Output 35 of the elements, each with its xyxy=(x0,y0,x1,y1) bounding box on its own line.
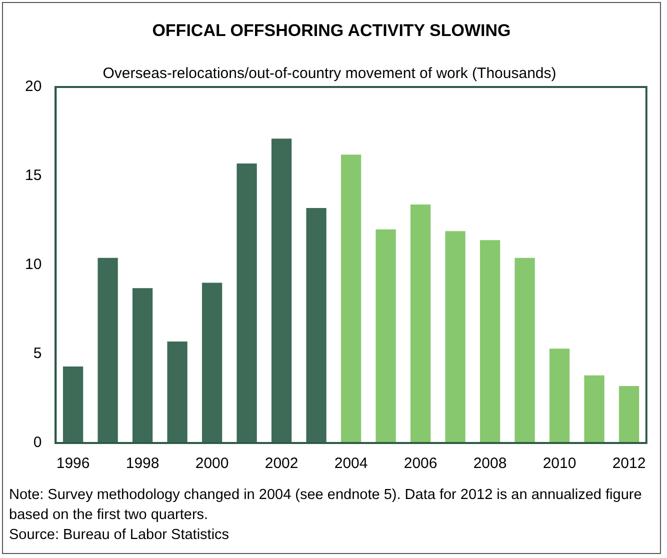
bar xyxy=(167,342,188,443)
chart-subtitle: Overseas-relocations/out-of-country movement of work (Thousands) xyxy=(102,65,556,82)
bar xyxy=(202,282,222,443)
bar xyxy=(236,164,257,443)
bar xyxy=(445,231,466,443)
y-tick-label: 20 xyxy=(24,78,42,96)
bar xyxy=(62,366,84,443)
x-tick-label: 2006 xyxy=(404,455,438,472)
x-tick-label: 1996 xyxy=(56,455,90,472)
bar xyxy=(584,375,604,443)
chart-title: OFFICAL OFFSHORING ACTIVITY SLOWING xyxy=(151,21,512,42)
source-note: Source: Bureau of Labor Statistics xyxy=(9,526,230,545)
bar xyxy=(271,138,292,443)
bar xyxy=(340,154,362,443)
bar xyxy=(132,288,153,443)
x-tick-label: 2004 xyxy=(334,455,368,472)
y-tick-label: 15 xyxy=(24,167,42,184)
bar xyxy=(376,229,396,443)
x-tick-label: 1998 xyxy=(126,455,160,472)
text: Note: Survey methodology changed in 2004 (see endnote 5). Data for 2012 is an annualized figure based on the first two quarters. xyxy=(9,486,643,525)
x-tick-label: 2008 xyxy=(473,455,507,472)
y-tick-label: 5 xyxy=(33,345,42,362)
y-tick-label: 10 xyxy=(24,256,42,274)
bar xyxy=(410,204,431,443)
bar xyxy=(480,240,500,443)
x-tick-label: 2000 xyxy=(195,455,229,472)
bar xyxy=(514,258,535,443)
x-tick-label: 2002 xyxy=(264,455,298,472)
bar xyxy=(618,386,640,443)
bar xyxy=(306,208,326,443)
x-tick-label: 2012 xyxy=(612,455,646,472)
bar xyxy=(549,348,570,443)
x-tick-label: 2010 xyxy=(542,455,576,472)
bar xyxy=(98,258,118,443)
y-tick-label: 0 xyxy=(33,434,42,452)
